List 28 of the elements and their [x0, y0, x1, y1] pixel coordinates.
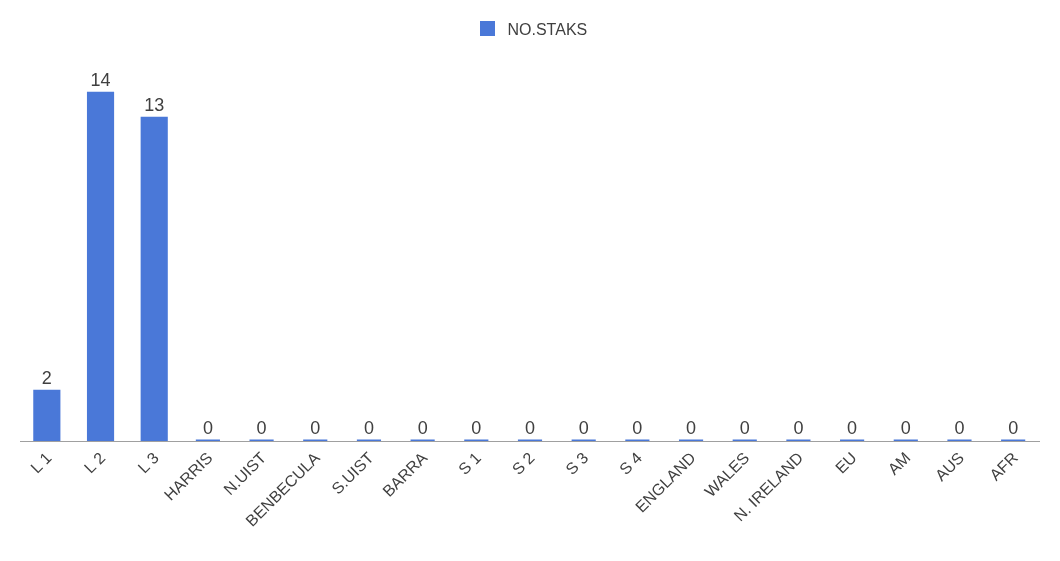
x-tick-label: L 2 [80, 448, 109, 477]
x-tick-label: S 1 [455, 448, 485, 478]
x-tick-label: S 2 [508, 448, 538, 478]
data-label: 0 [954, 418, 965, 438]
data-label: 0 [417, 418, 428, 438]
data-label: 0 [310, 418, 321, 438]
data-label: 0 [632, 418, 643, 438]
data-label: 0 [256, 418, 267, 438]
data-label: 13 [144, 95, 165, 116]
data-label: 0 [686, 418, 697, 438]
x-tick-label: S 3 [562, 448, 592, 478]
data-label: 0 [524, 418, 536, 438]
data-label: 14 [90, 70, 111, 91]
data-label: 0 [793, 418, 804, 438]
data-label: 0 [578, 418, 589, 438]
data-label: 0 [739, 418, 750, 438]
data-label: 0 [900, 418, 911, 438]
data-label: 0 [471, 418, 482, 438]
data-label: 0 [363, 418, 374, 438]
x-tick-label: L 3 [134, 448, 163, 477]
x-tick-label: AM [884, 448, 914, 478]
x-tick-label: EU [832, 448, 860, 477]
data-label: 2 [41, 368, 52, 389]
data-label: 0 [1008, 418, 1019, 438]
data-label: 0 [847, 418, 858, 438]
data-label: 0 [202, 418, 213, 438]
x-tick-label: L 1 [27, 448, 55, 477]
legend-label: NO.STAKS [507, 20, 588, 38]
